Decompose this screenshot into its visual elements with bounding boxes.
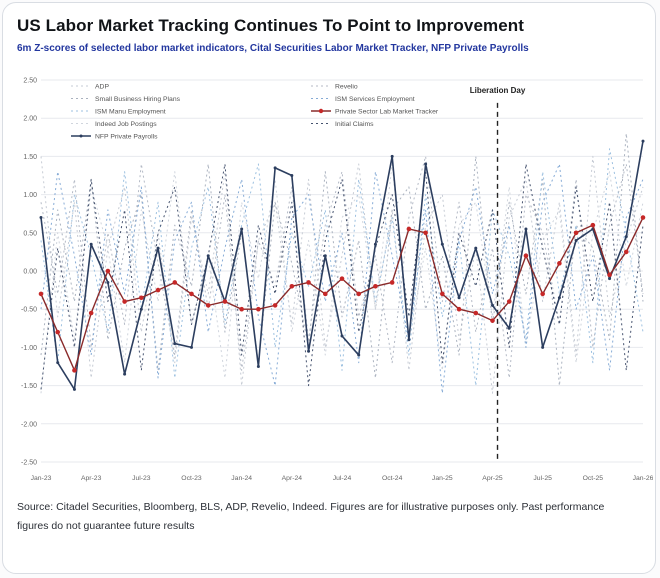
- svg-text:ISM Manu Employment: ISM Manu Employment: [95, 109, 166, 116]
- svg-text:Jan-26: Jan-26: [633, 475, 653, 482]
- source-note: Source: Citadel Securities, Bloomberg, B…: [17, 501, 605, 532]
- svg-text:NFP Private Payrolls: NFP Private Payrolls: [95, 134, 158, 141]
- svg-text:Jul-23: Jul-23: [132, 475, 151, 482]
- svg-text:Apr-25: Apr-25: [482, 475, 503, 482]
- svg-text:2.00: 2.00: [23, 116, 37, 123]
- svg-text:ADP: ADP: [95, 84, 109, 91]
- svg-text:Jul-25: Jul-25: [533, 475, 552, 482]
- svg-text:Oct-23: Oct-23: [181, 475, 202, 482]
- svg-text:Revelio: Revelio: [335, 84, 358, 91]
- svg-text:-1.50: -1.50: [21, 383, 37, 390]
- svg-text:0.50: 0.50: [23, 230, 37, 237]
- svg-text:-2.50: -2.50: [21, 460, 37, 467]
- page-title: US Labor Market Tracking Continues To Po…: [17, 16, 525, 35]
- svg-text:1.00: 1.00: [23, 192, 37, 199]
- svg-text:ISM Services Employment: ISM Services Employment: [335, 96, 415, 103]
- svg-text:Oct-25: Oct-25: [583, 475, 604, 482]
- chart-subtitle: 6m Z-scores of selected labor market ind…: [17, 43, 529, 54]
- header: US Labor Market Tracking Continues To Po…: [3, 3, 655, 54]
- svg-text:Small Business Hiring Plans: Small Business Hiring Plans: [95, 96, 181, 103]
- svg-text:0.00: 0.00: [23, 269, 37, 276]
- svg-text:Jan-24: Jan-24: [231, 475, 252, 482]
- svg-text:Jan-25: Jan-25: [432, 475, 453, 482]
- svg-text:Initial Claims: Initial Claims: [335, 121, 374, 128]
- svg-text:-2.00: -2.00: [21, 421, 37, 428]
- svg-text:Apr-24: Apr-24: [282, 475, 303, 482]
- svg-text:Private Sector Lab Market Trac: Private Sector Lab Market Tracker: [335, 109, 439, 116]
- svg-text:1.50: 1.50: [23, 154, 37, 161]
- svg-text:Indeed Job Postings: Indeed Job Postings: [95, 121, 157, 128]
- svg-text:Apr-23: Apr-23: [81, 475, 102, 482]
- svg-text:Jan-23: Jan-23: [31, 475, 52, 482]
- svg-text:Oct-24: Oct-24: [382, 475, 403, 482]
- labor-market-chart: -2.50 -2.00 -1.50 -1.00 -0.50 0.00 0.50 1.00 1.5…: [21, 78, 653, 483]
- svg-text:-1.00: -1.00: [21, 345, 37, 352]
- chart-area: -2.50 -2.00 -1.50 -1.00 -0.50 0.00 0.50 1.00 1.5…: [9, 64, 653, 488]
- svg-text:2.50: 2.50: [23, 78, 37, 85]
- svg-text:Liberation Day: Liberation Day: [470, 86, 526, 95]
- svg-text:-0.50: -0.50: [21, 307, 37, 314]
- svg-text:Jul-24: Jul-24: [333, 475, 352, 482]
